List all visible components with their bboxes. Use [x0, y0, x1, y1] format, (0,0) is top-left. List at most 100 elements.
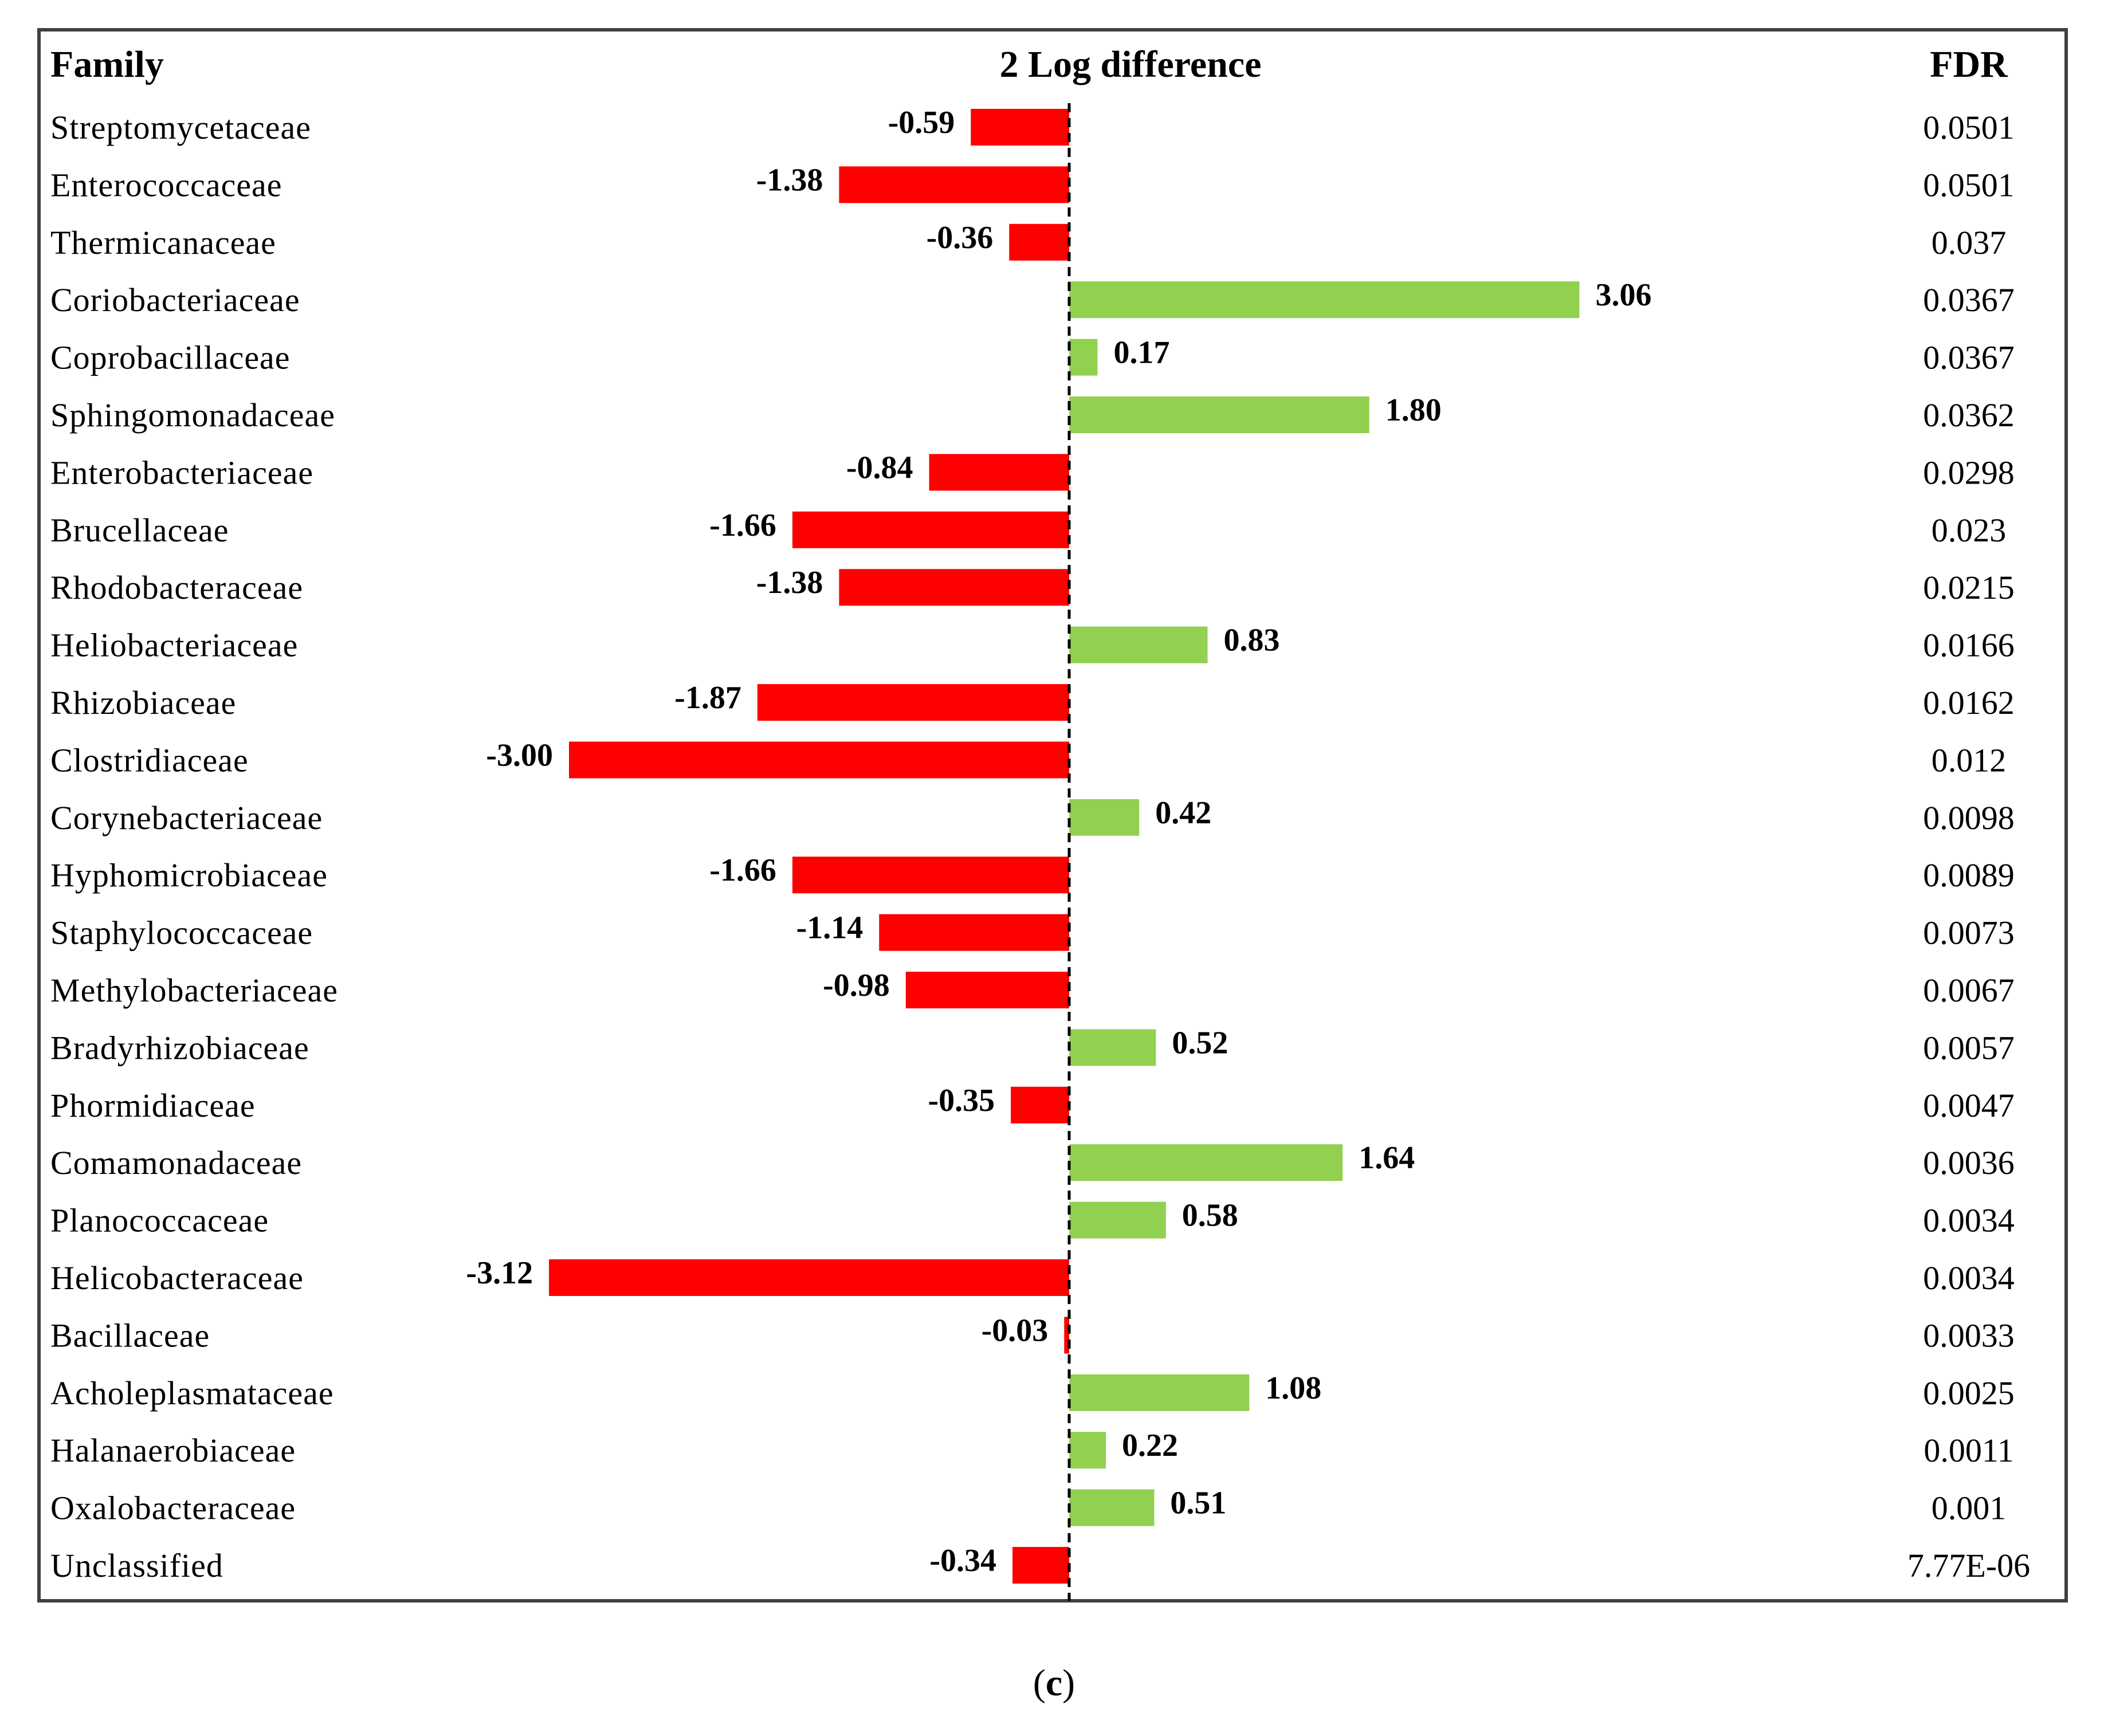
category-label: Phormidiaceae: [50, 1087, 256, 1124]
bar: [929, 454, 1069, 491]
bar: [792, 511, 1069, 548]
category-label: Halanaerobiaceae: [50, 1432, 296, 1469]
bar: [1069, 1144, 1343, 1181]
bar: [1069, 1432, 1106, 1469]
fdr-value: 0.0501: [1923, 109, 2015, 146]
bar: [1011, 1086, 1069, 1124]
category-label: Bacillaceae: [50, 1317, 210, 1354]
value-label: 0.83: [1224, 623, 1280, 658]
category-label: Enterococcaceae: [50, 166, 282, 203]
value-label: 0.51: [1170, 1486, 1226, 1521]
family-header: Family: [50, 44, 164, 85]
labels-layer: Streptomycetaceae -0.59 0.0501 Enterococcac…: [50, 105, 2030, 1584]
value-label: -1.38: [756, 565, 823, 600]
panel-label: (c): [0, 1662, 2108, 1705]
bar: [549, 1259, 1069, 1296]
fdr-value: 0.0047: [1923, 1087, 2015, 1124]
value-label: -1.14: [796, 910, 863, 946]
value-label: -0.35: [928, 1083, 995, 1118]
value-label: 1.08: [1265, 1370, 1321, 1406]
bar: [1012, 1547, 1069, 1584]
value-label: 0.52: [1172, 1025, 1228, 1061]
value-header: 2 Log difference: [999, 44, 1261, 85]
fdr-value: 0.0034: [1923, 1259, 2015, 1297]
value-label: -0.36: [927, 220, 994, 256]
value-label: 0.58: [1182, 1198, 1238, 1234]
bar: [1069, 799, 1140, 836]
category-label: Planococcaceae: [50, 1202, 269, 1239]
category-label: Streptomycetaceae: [50, 109, 311, 146]
bar: [1069, 626, 1208, 663]
bar: [905, 972, 1069, 1008]
fdr-value: 0.0098: [1923, 799, 2015, 836]
category-label: Coriobacteriaceae: [50, 281, 300, 319]
fdr-value: 0.0036: [1923, 1144, 2015, 1181]
category-label: Sphingomonadaceae: [50, 396, 335, 434]
panel-label-close: ): [1062, 1662, 1075, 1704]
category-label: Heliobacteriaceae: [50, 627, 298, 664]
bar: [569, 741, 1069, 779]
fdr-value: 0.0034: [1923, 1202, 2015, 1239]
category-label: Rhodobacteraceae: [50, 569, 303, 606]
value-label: 3.06: [1595, 277, 1651, 313]
bars-layer: [549, 109, 1580, 1584]
value-label: -0.84: [846, 450, 913, 485]
fdr-value: 0.0057: [1923, 1029, 2015, 1066]
category-label: Enterobacteriaceae: [50, 454, 313, 491]
fdr-value: 0.0025: [1923, 1374, 2015, 1412]
bar: [1069, 396, 1369, 433]
fdr-value: 0.0501: [1923, 166, 2015, 203]
bar: [792, 857, 1069, 894]
value-label: 0.22: [1122, 1428, 1178, 1463]
category-label: Rhizobiaceae: [50, 684, 236, 721]
bar: [971, 109, 1069, 146]
panel-label-open: (: [1033, 1662, 1046, 1704]
value-label: -0.03: [982, 1313, 1049, 1348]
fdr-value: 0.0215: [1923, 569, 2015, 606]
fdr-value: 0.037: [1932, 224, 2007, 261]
chart-frame: [37, 28, 2068, 1603]
category-label: Acholeplasmataceae: [50, 1374, 334, 1412]
value-label: -1.38: [756, 162, 823, 198]
value-label: 1.64: [1359, 1140, 1415, 1176]
panel-label-letter: c: [1045, 1662, 1063, 1704]
bar: [1069, 339, 1098, 376]
category-label: Comamonadaceae: [50, 1144, 302, 1181]
category-label: Coprobacillaceae: [50, 339, 291, 376]
category-label: Hyphomicrobiaceae: [50, 857, 328, 894]
fdr-value: 0.0162: [1923, 684, 2015, 721]
category-label: Oxalobacteraceae: [50, 1490, 296, 1527]
value-label: -1.87: [674, 680, 741, 716]
value-label: -1.66: [709, 853, 776, 888]
value-label: -0.98: [823, 968, 890, 1003]
fdr-value: 0.0073: [1923, 914, 2015, 952]
fdr-value: 0.0166: [1923, 627, 2015, 664]
fdr-value: 7.77E-06: [1907, 1547, 2030, 1584]
bar: [1069, 1029, 1156, 1066]
fdr-value: 0.0067: [1923, 972, 2015, 1009]
fdr-value: 0.0367: [1923, 339, 2015, 376]
value-label: -0.34: [929, 1543, 996, 1578]
category-label: Clostridiaceae: [50, 741, 249, 779]
fdr-value: 0.023: [1932, 512, 2007, 549]
bar: [839, 569, 1069, 606]
category-label: Methylobacteriaceae: [50, 972, 338, 1009]
fdr-value: 0.0362: [1923, 396, 2015, 434]
fdr-value: 0.0298: [1923, 454, 2015, 491]
bar: [1064, 1317, 1069, 1354]
fdr-value: 0.0089: [1923, 857, 2015, 894]
value-label: 1.80: [1385, 392, 1442, 428]
bar: [1069, 1489, 1155, 1526]
value-label: -3.00: [486, 737, 553, 773]
bar: [879, 914, 1069, 951]
category-label: Bradyrhizobiaceae: [50, 1029, 309, 1066]
value-label: -0.59: [888, 105, 955, 140]
category-label: Unclassified: [50, 1547, 223, 1584]
bar: [1069, 1374, 1250, 1411]
fdr-value: 0.0011: [1923, 1432, 2013, 1469]
bar: [1009, 223, 1069, 261]
bar: [1069, 1201, 1166, 1239]
fdr-value: 0.0367: [1923, 281, 2015, 319]
